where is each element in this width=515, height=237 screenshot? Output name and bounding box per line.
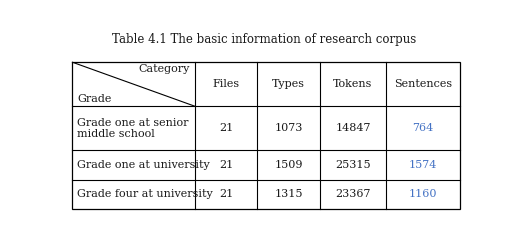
Text: Grade one at senior
middle school: Grade one at senior middle school (77, 118, 188, 139)
Bar (72, 62, 459, 209)
Text: 1574: 1574 (409, 160, 437, 170)
Text: Grade one at university: Grade one at university (77, 160, 210, 170)
Text: 25315: 25315 (335, 160, 371, 170)
Text: 21: 21 (219, 189, 233, 199)
Text: 1509: 1509 (274, 160, 303, 170)
Text: Category: Category (139, 64, 190, 74)
Text: Sentences: Sentences (394, 79, 452, 89)
Text: 1073: 1073 (274, 123, 303, 133)
Text: Types: Types (272, 79, 305, 89)
Text: 21: 21 (219, 123, 233, 133)
Text: 14847: 14847 (335, 123, 371, 133)
Text: Grade four at university: Grade four at university (77, 189, 213, 199)
Text: Tokens: Tokens (333, 79, 373, 89)
Text: 21: 21 (219, 160, 233, 170)
Text: Table 4.1 The basic information of research corpus: Table 4.1 The basic information of resea… (112, 33, 416, 46)
Text: 23367: 23367 (335, 189, 371, 199)
Text: 764: 764 (413, 123, 434, 133)
Text: Grade: Grade (77, 94, 112, 104)
Text: Files: Files (213, 79, 239, 89)
Text: 1315: 1315 (274, 189, 303, 199)
Text: 1160: 1160 (409, 189, 437, 199)
